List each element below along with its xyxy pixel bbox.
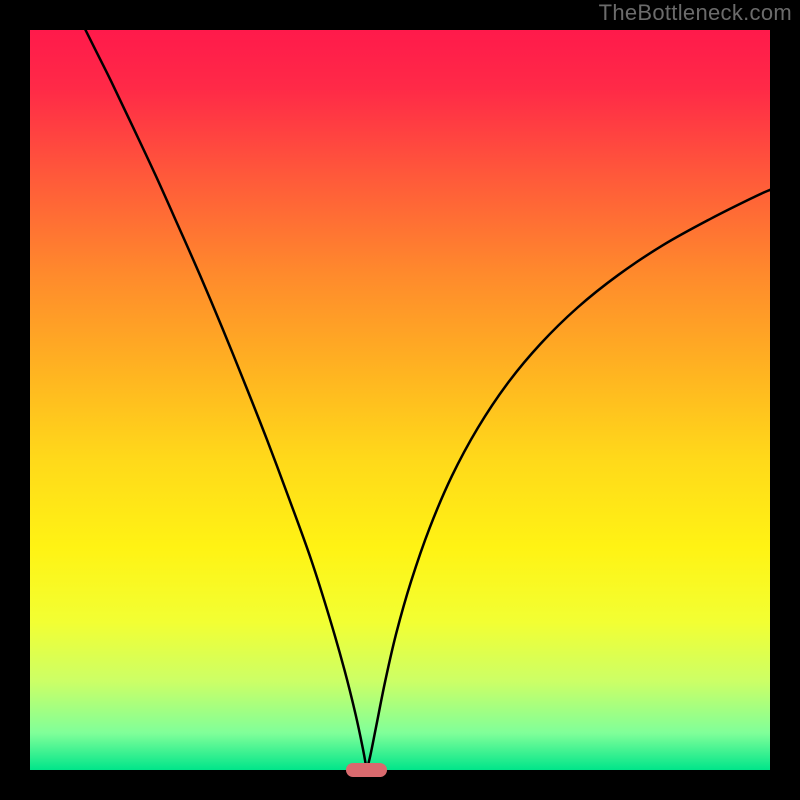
watermark-text: TheBottleneck.com bbox=[599, 0, 792, 26]
chart-background-gradient bbox=[30, 30, 770, 770]
chart-container: TheBottleneck.com bbox=[0, 0, 800, 800]
